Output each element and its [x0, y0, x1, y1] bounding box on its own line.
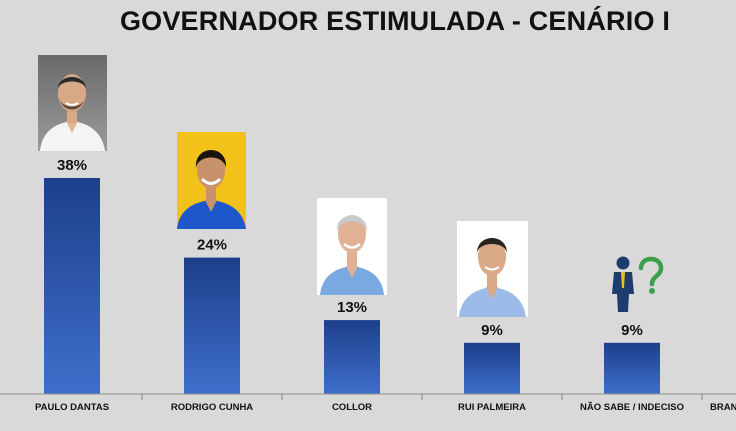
category-label: PAULO DANTAS	[35, 402, 109, 413]
bar	[184, 257, 240, 394]
photo-collor	[317, 198, 387, 295]
chart-title: GOVERNADOR ESTIMULADA - CENÁRIO I	[119, 6, 671, 36]
category-label: NÃO SABE / INDECISO	[580, 402, 684, 413]
value-label: 9%	[621, 322, 643, 339]
bar	[324, 320, 380, 394]
bar	[604, 342, 660, 394]
bar	[464, 342, 520, 394]
photo-rui-palmeira	[457, 221, 528, 317]
value-label: 13%	[337, 299, 367, 316]
bar	[44, 178, 100, 394]
value-label: 24%	[197, 237, 227, 254]
photo-paulo-dantas	[38, 55, 107, 151]
category-label: BRANC	[710, 402, 736, 413]
value-label: 38%	[57, 157, 87, 174]
category-label: RODRIGO CUNHA	[171, 402, 253, 413]
photo-rodrigo-cunha	[177, 132, 246, 229]
value-label: 9%	[481, 322, 503, 339]
category-label: COLLOR	[332, 402, 372, 413]
category-label: RUI PALMEIRA	[458, 402, 526, 413]
undecided-person-question-icon	[612, 256, 664, 312]
